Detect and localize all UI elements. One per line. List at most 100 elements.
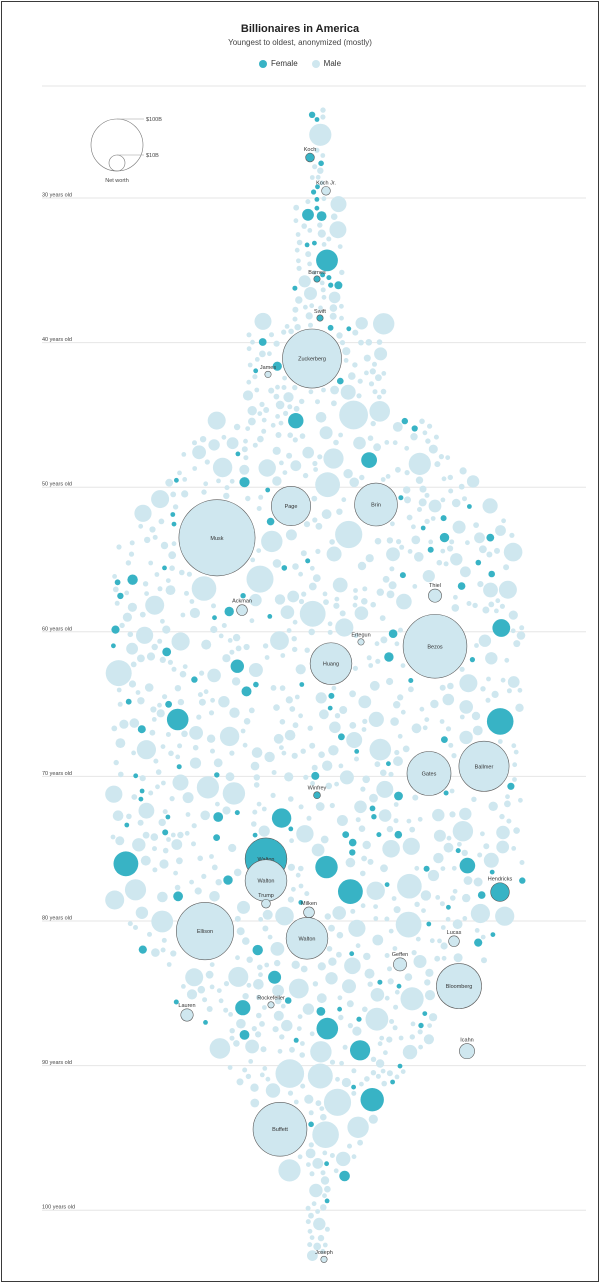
bubble-unlabeled bbox=[398, 627, 403, 633]
bubble-unlabeled bbox=[126, 642, 138, 655]
bubble-unlabeled bbox=[196, 776, 219, 799]
bubble-unlabeled bbox=[408, 686, 414, 693]
bubble-unlabeled bbox=[361, 855, 367, 862]
bubble-hendricks-19 bbox=[490, 882, 510, 902]
bubble-unlabeled bbox=[309, 303, 315, 309]
bubble-unlabeled bbox=[338, 733, 345, 741]
bubble-unlabeled bbox=[321, 242, 327, 247]
bubble-unlabeled bbox=[317, 454, 323, 460]
bubble-unlabeled bbox=[414, 552, 424, 562]
bubble-unlabeled bbox=[307, 261, 312, 267]
bubble-unlabeled bbox=[162, 829, 169, 836]
bubble-unlabeled bbox=[256, 801, 262, 807]
bubble-unlabeled bbox=[233, 1040, 240, 1047]
bubble-unlabeled bbox=[304, 647, 310, 653]
bubble-unlabeled bbox=[424, 717, 430, 722]
bubble-unlabeled bbox=[297, 1014, 303, 1019]
bubble-unlabeled bbox=[439, 532, 450, 543]
bubble-unlabeled bbox=[119, 719, 129, 729]
label-buffett-30: Buffett bbox=[272, 1127, 288, 1133]
bubble-unlabeled bbox=[116, 544, 122, 550]
bubble-unlabeled bbox=[324, 1185, 331, 1193]
bubble-unlabeled bbox=[153, 758, 159, 764]
bubble-unlabeled bbox=[308, 1212, 314, 1219]
bubble-unlabeled bbox=[312, 270, 317, 275]
label-barnes-2: Barnes bbox=[308, 270, 326, 276]
bubble-unlabeled bbox=[373, 904, 378, 909]
bubble-unlabeled bbox=[316, 1007, 326, 1016]
bubble-unlabeled bbox=[287, 896, 294, 903]
bubble-huang-13 bbox=[309, 642, 353, 685]
bubble-unlabeled bbox=[310, 1041, 332, 1063]
bubble-unlabeled bbox=[298, 713, 303, 719]
size-key: $100B $10B Net worth bbox=[90, 117, 162, 184]
bubble-unlabeled bbox=[365, 1007, 389, 1031]
bubble-unlabeled bbox=[447, 474, 453, 481]
bubble-unlabeled bbox=[227, 1065, 233, 1070]
bubble-unlabeled bbox=[509, 532, 515, 538]
label-trump-20: Trump bbox=[258, 893, 274, 899]
bubble-unlabeled bbox=[295, 296, 303, 304]
bubble-unlabeled bbox=[241, 446, 248, 453]
bubble-unlabeled bbox=[359, 474, 365, 481]
bubble-unlabeled bbox=[367, 435, 374, 442]
bubble-unlabeled bbox=[449, 788, 455, 794]
bubble-unlabeled bbox=[429, 1013, 438, 1022]
bubble-unlabeled bbox=[342, 831, 350, 838]
bubble-unlabeled bbox=[421, 908, 426, 913]
bubble-unlabeled bbox=[372, 389, 378, 395]
male-swatch-icon bbox=[311, 59, 320, 68]
bubble-unlabeled bbox=[265, 487, 271, 493]
bubble-unlabeled bbox=[248, 1059, 254, 1064]
bubble-unlabeled bbox=[308, 389, 314, 395]
bubble-unlabeled bbox=[439, 684, 446, 691]
bubble-unlabeled bbox=[320, 114, 326, 120]
bubble-james-4 bbox=[264, 370, 272, 378]
bubble-unlabeled bbox=[339, 269, 345, 276]
bubble-unlabeled bbox=[127, 921, 133, 927]
bubble-unlabeled bbox=[404, 496, 411, 504]
label-rockefeller-28: Rockefeller bbox=[257, 996, 285, 1002]
bubble-unlabeled bbox=[312, 240, 317, 246]
bubble-unlabeled bbox=[318, 160, 324, 167]
bubble-unlabeled bbox=[360, 870, 366, 877]
bubble-unlabeled bbox=[249, 618, 255, 624]
bubble-unlabeled bbox=[197, 855, 203, 862]
bubble-unlabeled bbox=[451, 865, 457, 871]
bubble-unlabeled bbox=[302, 1003, 315, 1015]
bubble-unlabeled bbox=[229, 649, 235, 655]
tick-label-80: 80 years old bbox=[42, 916, 72, 922]
bubble-unlabeled bbox=[406, 818, 412, 824]
bubble-unlabeled bbox=[292, 306, 299, 313]
bubble-unlabeled bbox=[334, 781, 339, 787]
bubble-unlabeled bbox=[440, 942, 448, 950]
bubble-unlabeled bbox=[263, 407, 270, 413]
bubble-unlabeled bbox=[333, 1168, 339, 1174]
bubble-unlabeled bbox=[223, 981, 230, 987]
bubble-unlabeled bbox=[295, 872, 301, 878]
bubble-unlabeled bbox=[199, 436, 207, 443]
bubble-unlabeled bbox=[257, 964, 263, 971]
bubble-unlabeled bbox=[347, 1023, 353, 1029]
bubble-unlabeled bbox=[343, 358, 349, 363]
bubble-unlabeled bbox=[301, 223, 308, 229]
bubble-unlabeled bbox=[302, 208, 314, 221]
bubble-unlabeled bbox=[307, 228, 313, 233]
bubble-unlabeled bbox=[320, 153, 326, 158]
bubble-unlabeled bbox=[440, 497, 446, 503]
bubble-unlabeled bbox=[271, 770, 277, 775]
bubble-unlabeled bbox=[478, 634, 492, 647]
bubble-unlabeled bbox=[291, 752, 298, 759]
bubble-unlabeled bbox=[224, 485, 230, 491]
bubble-unlabeled bbox=[210, 697, 216, 703]
bubble-unlabeled bbox=[300, 1041, 305, 1046]
bubble-unlabeled bbox=[335, 520, 363, 549]
bubble-unlabeled bbox=[209, 854, 214, 859]
bubble-unlabeled bbox=[136, 740, 156, 760]
bubble-unlabeled bbox=[394, 989, 400, 995]
bubble-unlabeled bbox=[125, 560, 132, 566]
bubble-unlabeled bbox=[292, 563, 299, 570]
bubble-unlabeled bbox=[297, 1154, 303, 1160]
bubble-unlabeled bbox=[114, 579, 121, 586]
bubble-unlabeled bbox=[239, 464, 250, 475]
